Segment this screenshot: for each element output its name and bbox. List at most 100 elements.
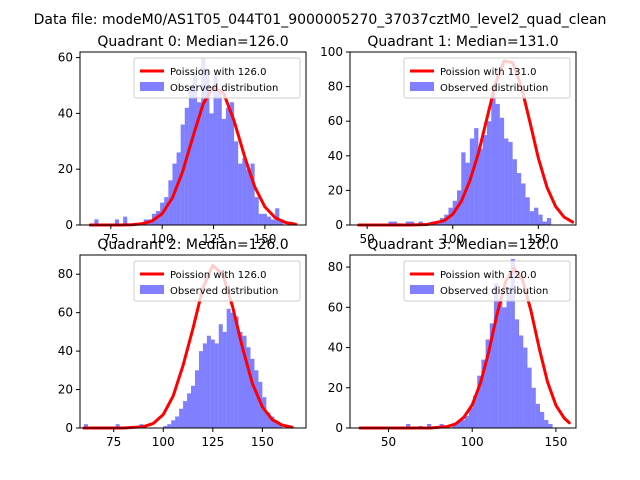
legend: Poission with 126.0 Observed distribution [133,260,301,302]
x-tick-label: 150 [527,232,550,246]
histogram-bar [392,221,398,225]
histogram-bar [495,103,500,225]
histogram-bar [254,197,259,225]
histogram-bar [534,207,539,225]
histogram-bar [213,74,218,226]
y-tick-label: 40 [58,106,73,120]
histogram-bar [498,299,503,428]
histogram-bar [460,419,465,428]
histogram-bar [465,162,470,225]
axes-frame [349,51,577,226]
histogram-bars [83,308,283,428]
histogram-bar [457,190,462,225]
subplot-title: Quadrant 3: Median=120.0 [367,237,558,253]
histogram-bar [171,420,176,428]
histogram-bar [254,370,259,428]
histogram-bar [238,163,243,225]
y-tick-label: 80 [58,267,73,281]
x-tick-label: 150 [251,435,274,449]
y-tick-label: 80 [328,80,343,94]
histogram-bar [504,138,509,225]
histogram-bar [485,339,490,428]
histogram-bar [234,141,239,225]
y-tick-label: 20 [328,381,343,395]
legend-bar-swatch [410,285,434,294]
y-tick-label: 20 [328,183,343,197]
x-tick-label: 50 [359,232,374,246]
histogram-bar [514,319,520,428]
histogram-bar [469,138,475,225]
y-tick-label: 20 [58,162,73,176]
legend-bar-swatch [140,82,164,91]
x-tick-label: 150 [544,435,567,449]
histogram-bar [546,218,552,225]
histogram-bar [548,423,553,428]
histogram-bar [388,221,393,225]
histogram-bar [508,141,513,225]
y-tick-label: 60 [58,51,73,65]
histogram-bar [206,335,211,428]
histogram-bars [406,259,553,428]
histogram-bar [123,216,128,225]
histogram-bar [246,347,251,428]
histogram-bar [202,343,207,428]
subplot-quadrant-1: 50 100 150 0 20 40 60 80 100 Quadrant 1: Median=1… [320,34,577,246]
histogram-bar [183,401,188,428]
legend-label-poisson: Poission with 126.0 [170,270,266,281]
histogram-bar [473,395,478,428]
histogram-bar [474,128,479,225]
histogram-bar [250,358,255,428]
histogram-bar [114,219,120,225]
x-tick-label: 100 [152,435,175,449]
y-tick-label: 100 [320,45,343,59]
x-tick-label: 150 [253,232,276,246]
legend-box [133,57,301,99]
histogram-bar [94,219,99,225]
histogram-bar [230,312,235,428]
subplot-title: Quadrant 0: Median=126.0 [97,34,288,50]
histogram-bar [266,412,271,428]
figure-suptitle: Data file: modeM0/AS1T05_044T01_90000052… [34,12,607,28]
histogram-bar [489,323,494,428]
x-tick-label: 50 [381,435,396,449]
histogram-bar [502,307,507,428]
legend: Poission with 120.0 Observed distribution [403,260,571,302]
legend-label-observed: Observed distribution [440,83,548,94]
histogram-bar [527,367,532,428]
histogram-bar [270,416,275,428]
y-tick-label: 40 [58,344,73,358]
histogram-bar [464,415,469,428]
y-tick-label: 60 [328,300,343,314]
histogram-bar [250,163,255,225]
subplot-title: Quadrant 1: Median=131.0 [367,34,558,50]
histogram-bar [234,316,239,428]
y-tick-label: 60 [328,114,343,128]
histogram-bar [218,324,223,428]
axes-frame [79,51,307,226]
y-tick-label: 0 [65,421,73,435]
histogram-bar [210,339,215,428]
histogram-bar [406,423,411,428]
x-tick-label: 125 [201,435,224,449]
legend-bar-swatch [410,82,434,91]
histogram-bar [544,419,549,428]
histogram-bar [164,197,169,225]
histogram-bar [198,351,203,428]
histogram-bar [188,85,193,225]
histogram-bar [525,197,530,225]
histogram-bar [531,387,536,428]
histogram-bar [176,152,181,225]
histogram-bar [221,118,226,225]
legend-box [403,57,571,99]
histogram-bar [538,214,543,225]
histogram-bar [226,308,231,428]
y-tick-label: 60 [58,306,73,320]
histogram-bar [222,331,227,428]
histogram-bar [405,221,410,225]
histogram-bar [275,208,280,225]
histogram-bar [427,423,432,428]
x-tick-label: 125 [202,232,225,246]
histogram-bar [456,421,461,428]
histogram-bar [229,102,235,225]
legend-label-observed: Observed distribution [440,286,548,297]
